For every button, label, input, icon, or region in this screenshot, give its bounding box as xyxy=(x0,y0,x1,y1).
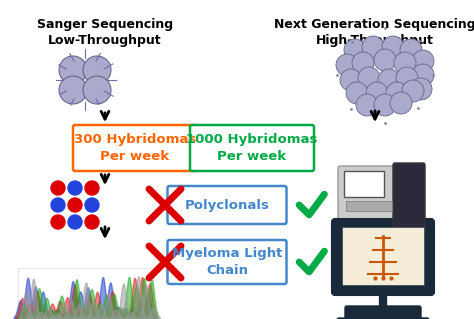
FancyBboxPatch shape xyxy=(344,171,384,197)
Circle shape xyxy=(410,78,432,100)
Circle shape xyxy=(402,80,424,102)
Circle shape xyxy=(366,82,388,104)
Circle shape xyxy=(378,69,400,91)
Text: Polyclonals: Polyclonals xyxy=(184,198,269,211)
Circle shape xyxy=(68,198,82,212)
Circle shape xyxy=(85,215,99,229)
Circle shape xyxy=(374,49,396,71)
FancyBboxPatch shape xyxy=(338,166,412,232)
Circle shape xyxy=(59,56,87,84)
Circle shape xyxy=(85,198,99,212)
Circle shape xyxy=(352,52,374,74)
Circle shape xyxy=(412,64,434,86)
FancyBboxPatch shape xyxy=(345,306,421,319)
Circle shape xyxy=(394,52,416,74)
FancyBboxPatch shape xyxy=(190,125,314,171)
FancyBboxPatch shape xyxy=(167,186,286,224)
Text: Myeloma Light
Chain: Myeloma Light Chain xyxy=(172,247,282,277)
Circle shape xyxy=(51,198,65,212)
Text: 300 Hybridomas
Per week: 300 Hybridomas Per week xyxy=(74,133,196,163)
Circle shape xyxy=(340,69,362,91)
FancyBboxPatch shape xyxy=(346,201,392,211)
FancyBboxPatch shape xyxy=(167,240,286,284)
Circle shape xyxy=(396,67,418,89)
Circle shape xyxy=(362,36,384,58)
FancyBboxPatch shape xyxy=(18,268,153,318)
FancyBboxPatch shape xyxy=(332,219,434,295)
FancyBboxPatch shape xyxy=(337,318,429,319)
Circle shape xyxy=(356,94,378,116)
FancyBboxPatch shape xyxy=(393,163,425,235)
Text: 1000 Hybridomas
Per week: 1000 Hybridomas Per week xyxy=(186,133,318,163)
Circle shape xyxy=(390,92,412,114)
FancyBboxPatch shape xyxy=(73,125,197,171)
Circle shape xyxy=(336,54,358,76)
Circle shape xyxy=(358,67,380,89)
Circle shape xyxy=(382,36,404,58)
Circle shape xyxy=(68,215,82,229)
Circle shape xyxy=(346,82,368,104)
Circle shape xyxy=(68,181,82,195)
Text: Sanger Sequencing
Low-Throughput: Sanger Sequencing Low-Throughput xyxy=(37,18,173,47)
Text: Next Generation
Sequencing: Next Generation Sequencing xyxy=(350,233,420,252)
Circle shape xyxy=(85,181,99,195)
Circle shape xyxy=(51,181,65,195)
Circle shape xyxy=(374,94,396,116)
Circle shape xyxy=(412,50,434,72)
Circle shape xyxy=(59,76,87,104)
Circle shape xyxy=(83,56,111,84)
Circle shape xyxy=(344,39,366,61)
Circle shape xyxy=(51,215,65,229)
Circle shape xyxy=(386,82,408,104)
FancyBboxPatch shape xyxy=(342,227,424,285)
Text: Next Generation Sequencing
High-Throughput: Next Generation Sequencing High-Throughp… xyxy=(274,18,474,47)
Circle shape xyxy=(83,76,111,104)
Circle shape xyxy=(400,39,422,61)
